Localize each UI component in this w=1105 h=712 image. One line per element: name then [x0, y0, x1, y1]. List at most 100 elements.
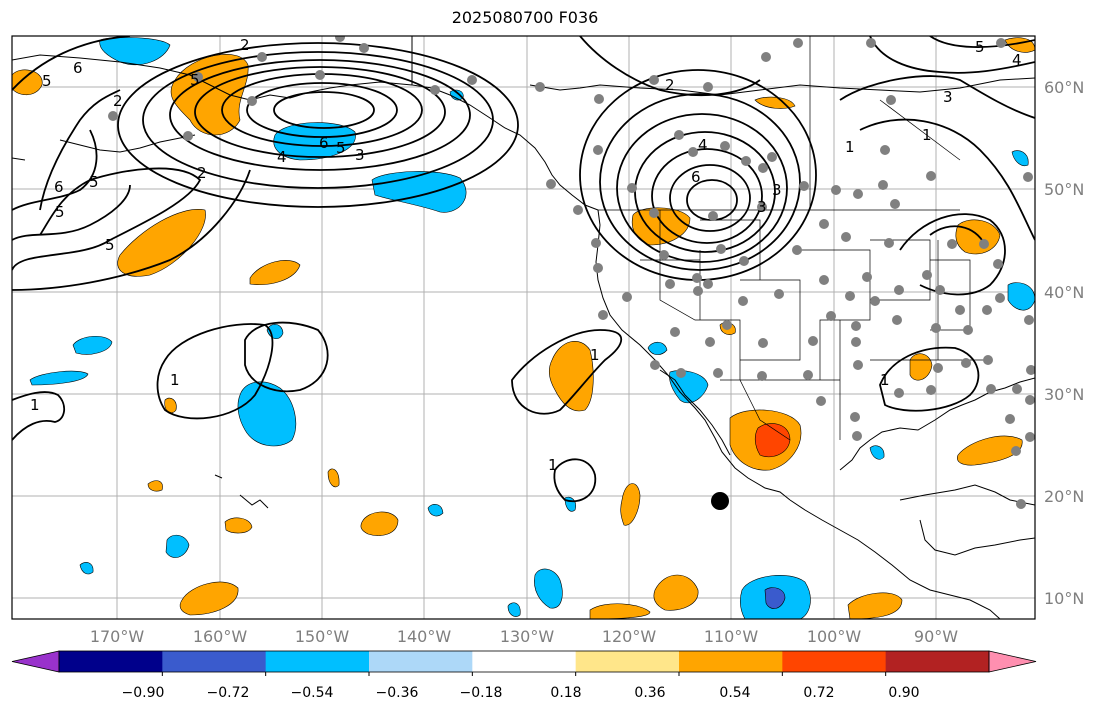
station-markers	[108, 36, 1035, 509]
anomaly-orange	[117, 209, 206, 277]
anomaly-orange	[147, 480, 163, 492]
contour-label: 4	[277, 148, 287, 166]
anomaly-blue	[669, 370, 709, 404]
anomaly-orange	[224, 517, 253, 534]
anomaly-darkblue	[764, 587, 786, 609]
anomaly-orange	[957, 435, 1023, 466]
lat-label: 60°N	[1044, 78, 1084, 97]
anomaly-orange	[327, 468, 340, 488]
contour-label: 1	[170, 371, 180, 389]
lat-label: 40°N	[1044, 283, 1084, 302]
contour-label: 2	[113, 92, 123, 110]
lon-label: 110°W	[704, 627, 759, 646]
contour-label: 2	[665, 76, 675, 94]
colorbar-outline	[58, 650, 990, 673]
colorbar-segment	[472, 651, 577, 672]
anomaly-orange	[653, 574, 699, 611]
contour-label: 6	[54, 178, 64, 196]
contour-label: 3	[355, 146, 365, 164]
contour-label: 4	[698, 136, 708, 154]
map-frame	[11, 35, 1036, 620]
anomaly-orange	[179, 581, 239, 616]
lat-label: 50°N	[1044, 180, 1084, 199]
map-gridlines	[12, 36, 1035, 619]
longitude-labels: 170°W 160°W 150°W 140°W 130°W 120°W 110°…	[90, 627, 958, 646]
lon-label: 120°W	[602, 627, 657, 646]
anomaly-shading	[12, 37, 1035, 619]
anomaly-blue	[427, 504, 444, 517]
colorbar-tick-label: 0.54	[719, 685, 750, 701]
colorbar-segment	[679, 651, 783, 672]
anomaly-orange	[164, 397, 177, 413]
colorbar-tick-label: −0.36	[376, 685, 419, 701]
contour-label: 5	[105, 236, 115, 254]
lon-label: 100°W	[807, 627, 862, 646]
contour-label: 3	[943, 88, 953, 106]
colorbar-segment	[782, 651, 887, 672]
contour-label: 1	[922, 126, 932, 144]
anomaly-orange	[847, 592, 903, 619]
contour-label: 5	[190, 71, 200, 89]
lat-label: 10°N	[1044, 589, 1084, 608]
lon-label: 170°W	[90, 627, 145, 646]
colorbar-segment	[885, 651, 990, 672]
lon-label: 150°W	[295, 627, 350, 646]
anomaly-blue	[534, 568, 563, 609]
colorbar-tick-label: −0.90	[122, 685, 165, 701]
coastlines	[12, 36, 1035, 619]
anomaly-blue	[266, 324, 284, 339]
anomaly-blue	[647, 341, 668, 355]
colorbar-segment	[575, 651, 680, 672]
anomaly-blue	[99, 37, 171, 66]
anomaly-orange	[754, 96, 796, 109]
lat-label: 20°N	[1044, 487, 1084, 506]
anomaly-orange	[955, 219, 1001, 255]
anomaly-orange	[620, 483, 641, 526]
colorbar-extension-low	[11, 650, 60, 673]
contour-label: 4	[1012, 51, 1022, 69]
contour-label: 5	[55, 203, 65, 221]
contour-label: 3	[757, 198, 767, 216]
contour-label: 1	[880, 371, 890, 389]
contour-label: 6	[691, 168, 701, 186]
highlighted-point	[711, 492, 729, 510]
colorbar-tick-label: −0.72	[207, 685, 250, 701]
contour-label: 2	[197, 164, 207, 182]
anomaly-blue	[564, 496, 576, 512]
anomaly-orange	[249, 260, 301, 285]
anomaly-blue	[1007, 282, 1035, 311]
colorbar-tick-label: −0.54	[291, 685, 334, 701]
anomaly-blue	[29, 370, 89, 386]
anomaly-blue	[1011, 150, 1029, 167]
anomaly-red	[754, 423, 791, 458]
anomaly-blue	[507, 602, 521, 617]
lon-label: 140°W	[397, 627, 452, 646]
anomaly-orange	[12, 69, 43, 96]
colorbar-tick-label: 0.72	[803, 685, 834, 701]
colorbar-segment	[369, 651, 473, 672]
anomaly-blue	[273, 122, 356, 161]
anomaly-orange	[589, 603, 651, 619]
colorbar-extension-high	[988, 650, 1037, 673]
latitude-labels: 60°N 50°N 40°N 30°N 20°N 10°N	[1044, 78, 1084, 608]
anomaly-orange	[360, 511, 399, 536]
anomaly-blue	[165, 534, 190, 558]
colorbar-segment	[265, 651, 370, 672]
lon-label: 160°W	[193, 627, 248, 646]
anomaly-blue	[371, 171, 467, 213]
contour-label: 2	[240, 36, 250, 54]
colorbar-tick-label: 0.18	[550, 685, 581, 701]
map-title: 2025080700 F036	[451, 8, 599, 27]
colorbar-labels: −0.90 −0.72 −0.54 −0.36 −0.18 0.18 0.36 …	[122, 685, 920, 701]
contour-label: 3	[772, 181, 782, 199]
lon-label: 90°W	[914, 627, 958, 646]
state-borders	[598, 36, 990, 441]
lon-label: 130°W	[500, 627, 555, 646]
colorbar-segment	[59, 651, 163, 672]
contour-label: 6	[319, 134, 329, 152]
contour-label: 1	[590, 346, 600, 364]
anomaly-blue	[79, 562, 94, 575]
colorbar-segment	[162, 651, 267, 672]
colorbar-tick-label: 0.36	[634, 685, 665, 701]
